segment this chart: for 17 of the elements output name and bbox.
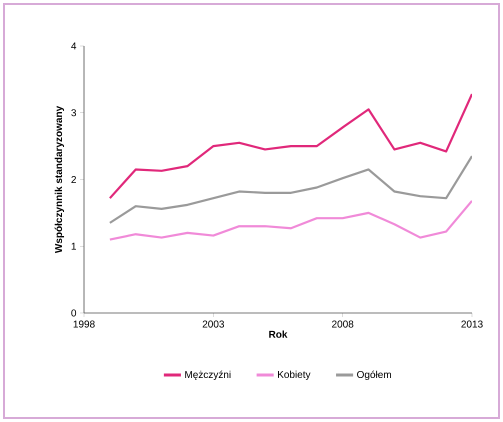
x-axis-title: Rok [269,330,288,338]
legend-label: Kobiety [278,370,311,380]
x-tick-label: 2013 [461,320,483,328]
y-tick-label: 3 [71,109,76,116]
legend-label: Ogółem [357,370,391,380]
y-tick-label: 0 [71,309,76,317]
y-axis-title: Współczynnik standaryzowany [54,106,64,254]
y-tick-label: 1 [72,242,76,250]
line-series [108,200,472,241]
line-series [108,92,472,200]
legend-label: Mężczyźni [185,370,230,380]
line-series [108,155,472,224]
x-tick-label: 1998 [74,320,95,328]
x-tick-label: 2008 [332,320,354,328]
y-tick-label: 4 [71,42,76,50]
y-tick-label: 2 [71,176,76,183]
x-tick-label: 2003 [202,320,224,328]
